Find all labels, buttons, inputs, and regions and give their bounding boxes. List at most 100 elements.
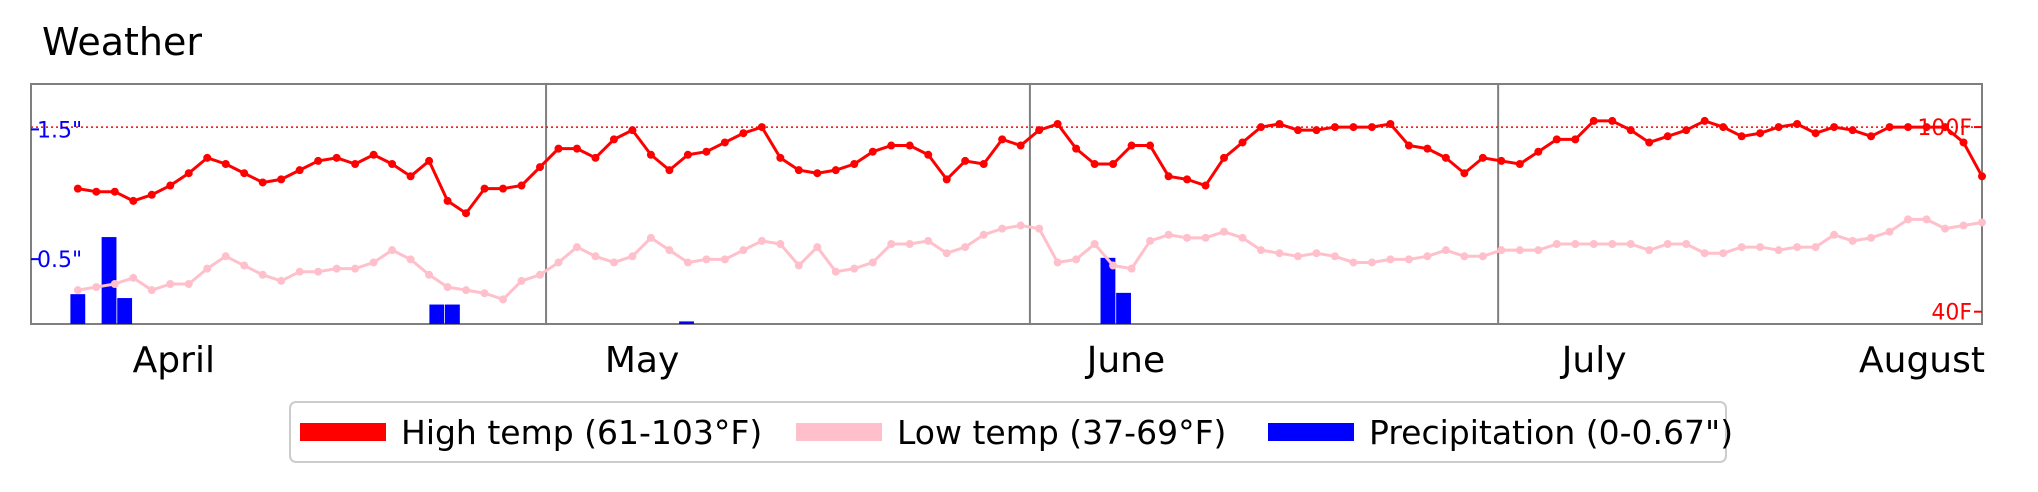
data-point <box>942 175 951 184</box>
data-point <box>1016 141 1025 150</box>
data-point <box>1330 252 1339 261</box>
data-point <box>1035 126 1044 135</box>
data-point <box>1885 227 1894 236</box>
data-point <box>1109 160 1118 168</box>
data-point <box>1090 240 1099 248</box>
data-point <box>1497 246 1506 255</box>
data-point <box>1164 230 1173 239</box>
data-point <box>369 258 378 267</box>
data-point <box>277 276 286 285</box>
data-point <box>1183 233 1192 242</box>
data-point <box>1737 132 1746 141</box>
data-point <box>1682 126 1691 135</box>
data-point <box>1109 261 1118 270</box>
data-point <box>73 286 82 295</box>
data-point <box>572 144 581 153</box>
data-point <box>480 184 489 193</box>
data-point <box>480 289 489 298</box>
data-point <box>868 258 877 267</box>
data-point <box>184 169 193 178</box>
data-point <box>1386 120 1395 128</box>
data-point <box>757 123 766 132</box>
data-point <box>295 267 304 276</box>
data-point <box>1016 221 1025 230</box>
data-point <box>351 264 360 273</box>
data-point <box>961 243 970 252</box>
data-point <box>517 276 526 285</box>
data-point <box>1460 252 1469 261</box>
data-point <box>314 156 323 165</box>
data-point <box>998 135 1007 144</box>
data-point <box>425 156 434 165</box>
data-point <box>1626 126 1635 135</box>
data-point <box>1201 233 1210 242</box>
legend-box <box>289 401 1727 463</box>
data-point <box>1201 181 1210 190</box>
plot-frame <box>30 83 1983 325</box>
data-point <box>720 138 729 147</box>
data-point <box>1441 246 1450 255</box>
data-point <box>1330 123 1339 132</box>
data-point <box>776 240 785 248</box>
data-point <box>462 209 471 218</box>
data-point <box>1589 240 1598 248</box>
data-point <box>1626 240 1635 248</box>
data-point <box>1441 153 1450 162</box>
data-point <box>92 187 101 196</box>
data-point <box>1478 153 1487 162</box>
data-point <box>499 295 508 304</box>
data-point <box>628 252 637 261</box>
data-point <box>1793 120 1802 128</box>
data-point <box>203 264 212 273</box>
data-point <box>1811 243 1820 252</box>
data-point <box>110 280 119 288</box>
data-point <box>1682 240 1691 248</box>
data-point <box>1904 123 1913 132</box>
precip-bar <box>429 304 445 324</box>
data-point <box>1293 252 1302 261</box>
legend-swatch <box>1268 423 1354 441</box>
data-point <box>166 280 175 288</box>
data-point <box>1645 246 1654 255</box>
data-point <box>1534 147 1543 156</box>
data-point <box>1959 221 1968 230</box>
data-point <box>794 261 803 270</box>
data-point <box>1312 249 1321 258</box>
data-point <box>240 169 249 178</box>
data-point <box>1312 126 1321 135</box>
data-point <box>905 141 914 150</box>
data-point <box>1922 123 1931 132</box>
data-point <box>646 150 655 159</box>
precip-tick-label: 0.5" <box>37 248 82 273</box>
data-point <box>979 230 988 239</box>
data-point <box>1349 258 1358 267</box>
data-point <box>572 243 581 252</box>
data-point <box>1885 123 1894 132</box>
data-point <box>1515 160 1524 168</box>
data-point <box>1275 120 1284 128</box>
data-point <box>1774 123 1783 132</box>
data-point <box>1090 160 1099 168</box>
data-point <box>1552 135 1561 144</box>
data-point <box>942 249 951 258</box>
data-point <box>277 175 286 184</box>
data-point <box>1534 246 1543 255</box>
data-point <box>665 246 674 255</box>
data-point <box>813 243 822 252</box>
data-point <box>739 246 748 255</box>
precip-bar <box>1116 292 1131 324</box>
data-point <box>1811 129 1820 138</box>
data-point <box>1608 116 1617 125</box>
data-point <box>388 160 397 168</box>
data-point <box>998 224 1007 233</box>
data-point <box>1072 255 1081 264</box>
data-point <box>1848 126 1857 135</box>
data-point <box>1978 218 1986 227</box>
data-point <box>609 258 618 267</box>
precip-bar <box>70 294 86 324</box>
data-point <box>1478 252 1487 261</box>
data-point <box>1127 264 1136 273</box>
data-point <box>406 172 415 181</box>
data-point <box>517 181 526 190</box>
